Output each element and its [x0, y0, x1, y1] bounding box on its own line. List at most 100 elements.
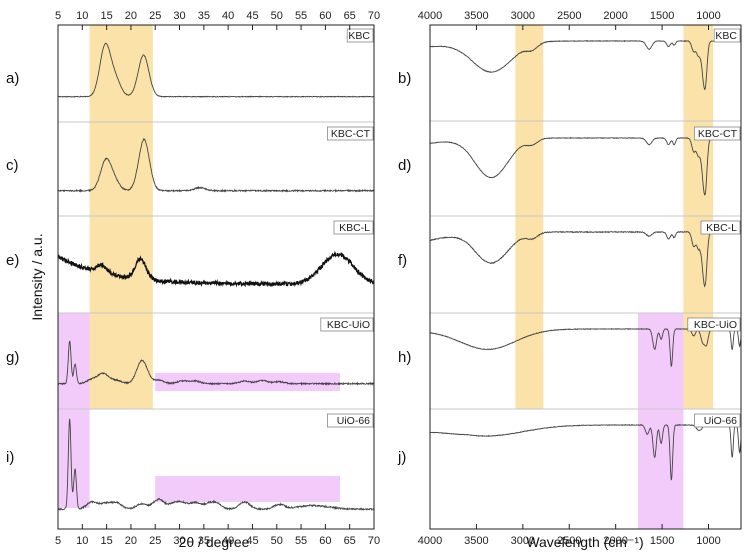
xrd-trace-kbc-ct [57, 137, 375, 193]
ftir-trace-kbc-l [429, 230, 742, 288]
xrd-bottom-tick-label-10: 10 [76, 535, 88, 547]
xrd-purple-band-strip-1 [155, 476, 340, 502]
xrd-top-tick-label-45: 45 [246, 10, 258, 22]
ftir-top-tick-label-2000: 2000 [603, 10, 627, 22]
xrd-sample-tag-box-1 [326, 126, 374, 141]
ftir-bottom-tick-label-2500: 2500 [557, 535, 581, 547]
xrd-sample-tag-box-2 [333, 220, 374, 235]
xrd-sample-tag-box-4 [326, 413, 374, 428]
xrd-traces [57, 42, 375, 512]
ftir-plot-frame [429, 24, 742, 530]
ftir-highlight-bands [515, 25, 714, 529]
ftir-top-ticks: 4000 3500 3000 2500 2000 1500 1000 [418, 10, 721, 30]
ftir-top-tick-label-3500: 3500 [464, 10, 488, 22]
ftir-bottom-tick-label-4000: 4000 [418, 535, 442, 547]
xrd-top-tick-label-35: 35 [198, 10, 210, 22]
ftir-sample-tag-box-0 [713, 28, 741, 43]
ftir-bottom-tick-label-1000: 1000 [696, 535, 720, 547]
xrd-bottom-tick-label-50: 50 [271, 535, 283, 547]
xrd-top-tick-label-40: 40 [222, 10, 234, 22]
xrd-bottom-tick-label-40: 40 [222, 535, 234, 547]
xrd-bottom-tick-label-30: 30 [173, 535, 185, 547]
xrd-sample-tags: KBC KBC-CT KBC-L KBC-UiO UiO-66 [320, 28, 374, 428]
ftir-sample-tag-kbc: KBC [715, 30, 737, 42]
xrd-sample-tag-box-3 [320, 317, 374, 332]
ftir-trace-uio-66 [430, 423, 742, 481]
xrd-trace-kbc [57, 42, 375, 98]
xrd-panel-letter-g: g) [6, 349, 19, 366]
ftir-top-tick-label-3000: 3000 [511, 10, 535, 22]
xrd-top-tick-label-55: 55 [295, 10, 307, 22]
xrd-bottom-tick-label-35: 35 [198, 535, 210, 547]
ftir-bottom-tick-label-1500: 1500 [650, 535, 674, 547]
ftir-top-tick-label-1500: 1500 [650, 10, 674, 22]
ftir-bottom-ticks: 4000 3500 3000 2500 2000 1500 1000 [418, 524, 721, 547]
xrd-top-tick-label-10: 10 [76, 10, 88, 22]
ftir-x-axis-label: Wavelength (cm⁻¹) [526, 534, 643, 550]
xrd-x-axis-label: 2θ / degree [179, 534, 250, 550]
xrd-sample-tag-kbc-l: KBC-L [339, 222, 370, 234]
ftir-panel-letter-h: h) [398, 349, 411, 366]
ftir-panel-letters: b) d) f) h) j) [397, 70, 411, 466]
xrd-bottom-tick-label-25: 25 [149, 535, 161, 547]
xrd-highlight-bands [58, 25, 340, 508]
ftir-yellow-band-1 [683, 25, 714, 409]
ftir-top-tick-label-4000: 4000 [418, 10, 442, 22]
xrd-sample-tag-kbc-uio: KBC-UiO [327, 319, 370, 331]
xrd-sample-tag-uio-66: UiO-66 [337, 415, 370, 427]
ftir-sample-tag-box-3 [687, 317, 741, 332]
xrd-plot-frame [57, 24, 375, 530]
xrd-yellow-band-0 [89, 25, 153, 409]
xrd-top-tick-label-60: 60 [319, 10, 331, 22]
xrd-bottom-tick-label-20: 20 [125, 535, 137, 547]
ftir-sample-tag-box-2 [700, 220, 741, 235]
xrd-trace-uio-66 [57, 418, 375, 512]
ftir-bottom-tick-label-3000: 3000 [511, 535, 535, 547]
ftir-trace-kbc [429, 39, 742, 91]
xrd-bottom-tick-label-60: 60 [319, 535, 331, 547]
xrd-trace-kbc-uio [58, 340, 375, 386]
xrd-top-tick-label-20: 20 [125, 10, 137, 22]
xrd-top-tick-label-30: 30 [173, 10, 185, 22]
ftir-top-tick-label-1000: 1000 [696, 10, 720, 22]
xrd-purple-band-1 [58, 313, 90, 508]
ftir-sample-tag-uio-66: UiO-66 [704, 415, 737, 427]
ftir-sample-tag-kbc-uio: KBC-UiO [694, 319, 737, 331]
ftir-trace-kbc-ct [429, 136, 741, 196]
xrd-bottom-tick-label-55: 55 [295, 535, 307, 547]
ftir-panel-separators [430, 120, 741, 410]
xrd-top-tick-label-65: 65 [344, 10, 356, 22]
xrd-sample-tag-box-0 [346, 28, 374, 43]
xrd-top-tick-label-15: 15 [100, 10, 112, 22]
ftir-purple-band-2 [637, 313, 684, 529]
xrd-top-tick-label-25: 25 [149, 10, 161, 22]
ftir-panel-letter-b: b) [398, 70, 411, 87]
ftir-sample-tag-box-4 [694, 413, 741, 428]
xrd-bottom-tick-label-15: 15 [100, 535, 112, 547]
ftir-sample-tag-box-1 [694, 126, 741, 141]
xrd-panel-letter-e: e) [6, 252, 19, 269]
xrd-panel-separators [58, 121, 374, 410]
xrd-bottom-tick-label-65: 65 [344, 535, 356, 547]
ftir-sample-tags: KBC KBC-CT KBC-L KBC-UiO UiO-66 [687, 28, 741, 428]
xrd-bottom-ticks: 5 10 15 20 25 30 35 40 45 50 55 60 65 70 [55, 524, 380, 547]
ftir-sample-tag-kbc-ct: KBC-CT [698, 128, 738, 140]
ftir-bottom-tick-label-2000: 2000 [603, 535, 627, 547]
xrd-sample-tag-kbc: KBC [348, 30, 370, 42]
ftir-panel-letter-f: f) [398, 252, 407, 269]
xrd-y-axis-label: Intensity / a.u. [29, 233, 45, 320]
xrd-panel-letter-c: c) [6, 157, 19, 174]
ftir-panel-letter-d: d) [398, 157, 411, 174]
ftir-bottom-tick-label-3500: 3500 [464, 535, 488, 547]
xrd-bottom-tick-label-70: 70 [368, 535, 380, 547]
xrd-top-tick-label-50: 50 [271, 10, 283, 22]
xrd-bottom-tick-label-45: 45 [246, 535, 258, 547]
xrd-sample-tag-kbc-ct: KBC-CT [331, 128, 371, 140]
ftir-sample-tag-kbc-l: KBC-L [706, 222, 737, 234]
xrd-trace-kbc-l [57, 250, 375, 288]
xrd-top-tick-label-5: 5 [55, 10, 61, 22]
ftir-yellow-band-0 [515, 25, 544, 409]
ftir-top-tick-label-2500: 2500 [557, 10, 581, 22]
xrd-top-ticks: 5 10 15 20 25 30 35 40 45 50 55 60 65 70 [55, 10, 380, 30]
